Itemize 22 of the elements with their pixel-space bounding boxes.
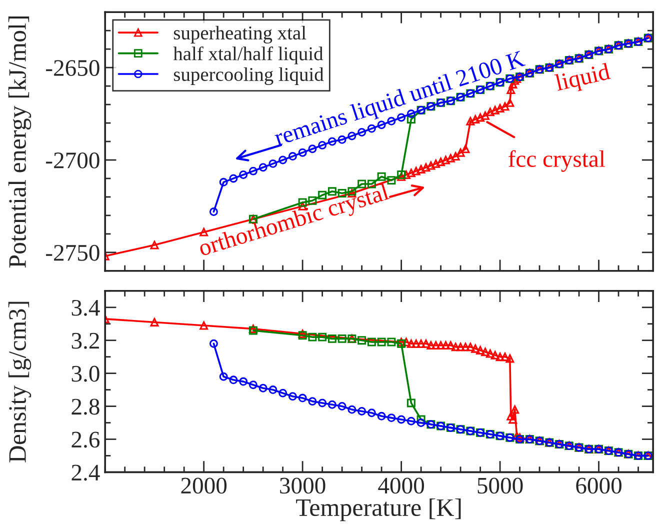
y-tick-label: 2.4	[72, 464, 100, 481]
y-axis-title: Density [g/cm3]	[8, 302, 32, 462]
x-tick-label: 5000	[478, 478, 523, 494]
y-tick-label: 3.2	[72, 332, 99, 349]
y-axis-title: Potential energy [kJ/mol]	[8, 16, 32, 268]
x-tick-label: 6000	[576, 478, 622, 494]
x-tick-label: 4000	[378, 478, 424, 494]
y-tick-label: 3.0	[72, 366, 100, 382]
y-tick-label: 3.4	[72, 300, 100, 316]
annotation: liquid	[554, 62, 612, 96]
y-tick-label: -2650	[46, 60, 100, 76]
legend-label: superheating xtal	[174, 26, 306, 44]
y-tick-label: 2.8	[72, 398, 100, 415]
legend-label: half xtal/half liquid	[173, 46, 324, 64]
legend-label: supercooling liquid	[174, 67, 324, 86]
y-tick-label: -2750	[46, 244, 100, 261]
y-tick-label: 2.6	[72, 432, 100, 448]
x-axis-title: Temperature [K]	[296, 498, 461, 522]
x-tick-label: 3000	[280, 478, 326, 494]
annotation: fcc crystal	[508, 150, 605, 172]
x-tick-label: 2000	[181, 478, 227, 494]
y-tick-label: -2700	[46, 152, 100, 168]
